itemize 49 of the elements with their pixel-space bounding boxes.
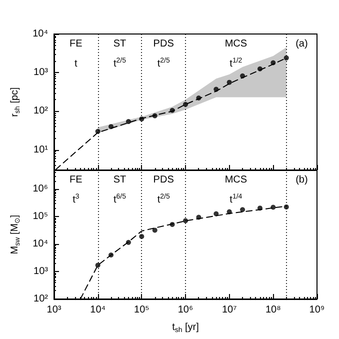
y-tick-label: 10³ (34, 266, 49, 278)
x-tick-label: 10⁵ (134, 304, 150, 316)
point (126, 240, 131, 245)
x-tick-label: 10⁸ (265, 304, 281, 316)
point (196, 95, 202, 100)
y-tick-label: 10² (34, 106, 49, 117)
point (270, 204, 276, 210)
annotation: FE (70, 38, 83, 50)
point (226, 80, 232, 85)
point (183, 218, 188, 224)
annotation: t (74, 58, 78, 70)
x-tick-label: 10⁹ (309, 304, 325, 316)
point (270, 60, 276, 66)
y-tick-label: 10⁴ (32, 28, 48, 40)
x-tick-label: 10³ (46, 304, 62, 316)
annotation: PDS (153, 174, 174, 186)
y-tick-label: 10⁴ (32, 238, 48, 250)
annotation: (b) (296, 174, 308, 186)
y-tick-label: 10² (34, 294, 49, 304)
point (183, 102, 188, 107)
y-tick-label: 10⁵ (32, 211, 48, 222)
x-tick-label: 10⁶ (178, 304, 194, 316)
y-tick-label: 10¹ (34, 144, 49, 156)
point (95, 262, 100, 268)
point (284, 55, 289, 60)
point (152, 113, 158, 118)
point (226, 209, 232, 214)
annotation: ST (113, 174, 126, 186)
x-tick-label: 10⁴ (90, 304, 106, 316)
point (139, 234, 144, 239)
point (284, 204, 289, 210)
point (95, 128, 100, 134)
point (108, 124, 114, 130)
point (196, 214, 202, 220)
annotation: MCS (224, 174, 248, 186)
point (126, 119, 131, 124)
point (139, 116, 144, 122)
annotation: FE (70, 174, 83, 186)
y-tick-label: 10⁶ (32, 184, 48, 195)
point (108, 252, 114, 258)
point (240, 73, 246, 78)
y-tick-label: 10³ (34, 67, 49, 78)
annotation: MCS (224, 38, 248, 50)
annotation: (a) (296, 38, 308, 50)
point (240, 207, 246, 212)
annotation: PDS (153, 38, 174, 50)
annotation: ST (113, 38, 126, 50)
point (152, 228, 158, 233)
x-tick-label: 10⁷ (222, 304, 238, 316)
